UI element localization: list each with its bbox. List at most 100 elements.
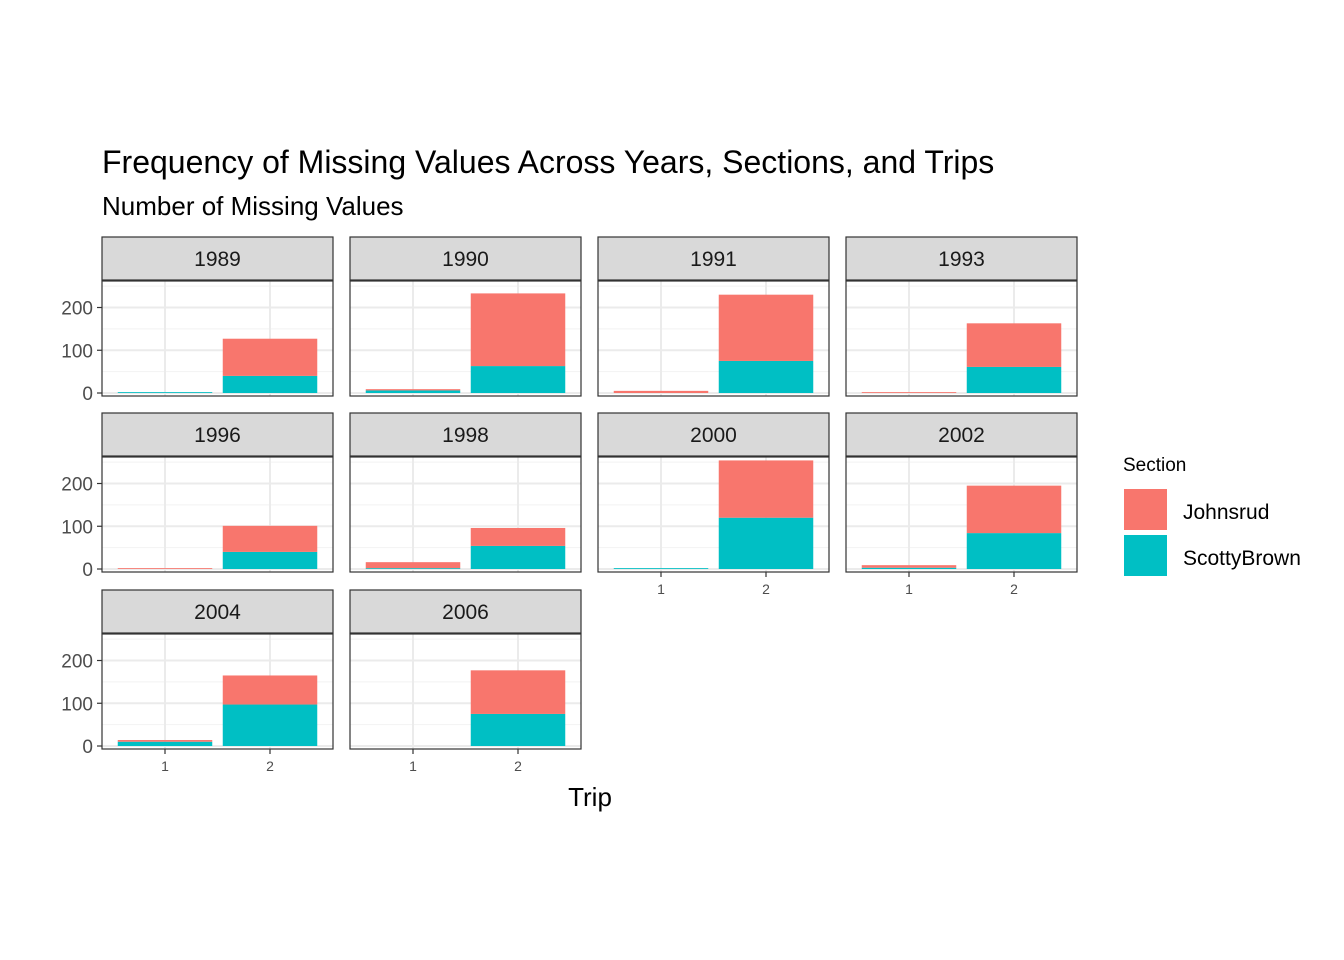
panel-1993: 1993 [845, 236, 1078, 397]
strip-label-2004: 2004 [194, 601, 241, 624]
panel-2000: 2000 1 2 [597, 412, 830, 597]
legend: Section Johnsrud ScottyBrown [1123, 455, 1301, 576]
bar-1993-trip1-johnsrud [861, 392, 957, 394]
y-tick-label: 200 [61, 475, 93, 496]
bar-2004-trip2-scottybrown [222, 704, 318, 747]
bar-1991-trip2-scottybrown [718, 360, 814, 394]
strip-1998 [349, 412, 582, 457]
bar-1989-trip1-scottybrown [117, 392, 213, 394]
bar-2002-trip2-johnsrud [966, 485, 1062, 534]
panel-1998: 1998 [349, 412, 582, 573]
bar-2006-trip2-johnsrud [470, 670, 566, 714]
legend-label-scottybrown: ScottyBrown [1183, 547, 1301, 570]
strip-label-1993: 1993 [938, 248, 985, 271]
panel-border-2004 [101, 633, 334, 750]
legend-title: Section [1123, 455, 1186, 476]
bar-1991-trip1-johnsrud [613, 390, 709, 394]
panel-border-1996 [101, 456, 334, 573]
panel-1990: 1990 [349, 236, 582, 397]
panel-2004: 2004 0 100 200 1 2 [61, 589, 334, 774]
strip-label-1996: 1996 [194, 424, 241, 447]
legend-key-johnsrud [1124, 489, 1167, 530]
bar-1996-trip2-johnsrud [222, 525, 318, 552]
panel-border-2006 [349, 633, 582, 750]
bar-2000-trip2-scottybrown [718, 517, 814, 570]
strip-label-1989: 1989 [194, 248, 241, 271]
x-tick-label: 2 [762, 581, 770, 597]
bar-1998-trip1-johnsrud [365, 562, 461, 569]
x-tick-label: 1 [657, 581, 665, 597]
y-tick-label: 0 [82, 560, 93, 581]
panel-1996: 1996 0 100 200 [61, 412, 334, 581]
strip-1991 [597, 236, 830, 281]
x-tick-label: 1 [161, 758, 169, 774]
x-tick-label: 1 [409, 758, 417, 774]
bar-2002-trip1-scottybrown [861, 567, 957, 570]
strip-1989 [101, 236, 334, 281]
legend-label-johnsrud: Johnsrud [1183, 501, 1269, 524]
y-tick-label: 100 [61, 341, 93, 362]
bar-2002-trip1-johnsrud [861, 565, 957, 568]
bar-2000-trip1-scottybrown [613, 568, 709, 570]
panel-border-2002 [845, 456, 1078, 573]
strip-2000 [597, 412, 830, 457]
x-tick-label: 2 [514, 758, 522, 774]
strip-label-1998: 1998 [442, 424, 489, 447]
strip-1996 [101, 412, 334, 457]
bar-1993-trip2-johnsrud [966, 323, 1062, 367]
panel-border-1998 [349, 456, 582, 573]
panel-border-1991 [597, 280, 830, 397]
strip-2004 [101, 589, 334, 634]
bar-2004-trip1-johnsrud [117, 740, 213, 742]
strip-2006 [349, 589, 582, 634]
bar-1996-trip2-scottybrown [222, 551, 318, 570]
y-tick-label: 100 [61, 517, 93, 538]
panel-border-1993 [845, 280, 1078, 397]
y-tick-label: 100 [61, 694, 93, 715]
strip-label-1991: 1991 [690, 248, 737, 271]
y-tick-label: 0 [82, 384, 93, 405]
panel-border-2000 [597, 456, 830, 573]
strip-label-2002: 2002 [938, 424, 985, 447]
y-tick-label: 200 [61, 299, 93, 320]
strip-1993 [845, 236, 1078, 281]
y-tick-label: 0 [82, 737, 93, 758]
panel-2006: 2006 1 2 [349, 589, 582, 774]
bar-1989-trip2-johnsrud [222, 338, 318, 376]
legend-key-scottybrown [1124, 535, 1167, 576]
strip-1990 [349, 236, 582, 281]
bar-1990-trip1-scottybrown [365, 390, 461, 394]
x-tick-label: 2 [1010, 581, 1018, 597]
chart-subtitle: Number of Missing Values [102, 191, 404, 221]
bar-1991-trip2-johnsrud [718, 294, 814, 361]
x-tick-label: 1 [905, 581, 913, 597]
bar-2002-trip2-scottybrown [966, 533, 1062, 570]
strip-label-2000: 2000 [690, 424, 737, 447]
bar-1996-trip1-johnsrud [117, 568, 213, 570]
x-axis-label: Trip [568, 782, 612, 812]
bar-1998-trip1-scottybrown [365, 568, 461, 570]
bar-1998-trip2-scottybrown [470, 545, 566, 570]
bar-1993-trip2-scottybrown [966, 366, 1062, 394]
bar-1990-trip1-johnsrud [365, 389, 461, 391]
panel-border-1989 [101, 280, 334, 397]
strip-label-2006: 2006 [442, 601, 489, 624]
panel-2002: 2002 1 2 [845, 412, 1078, 597]
bar-2006-trip2-scottybrown [470, 713, 566, 747]
bar-1989-trip2-scottybrown [222, 375, 318, 394]
x-tick-label: 2 [266, 758, 274, 774]
bar-1990-trip2-johnsrud [470, 293, 566, 367]
panel-border-1990 [349, 280, 582, 397]
strip-2002 [845, 412, 1078, 457]
panel-1989: 1989 0 100 200 [61, 236, 334, 405]
y-tick-label: 200 [61, 652, 93, 673]
panel-1991: 1991 [597, 236, 830, 397]
bar-2004-trip1-scottybrown [117, 741, 213, 747]
bar-1990-trip2-scottybrown [470, 366, 566, 394]
strip-label-1990: 1990 [442, 248, 489, 271]
bar-2004-trip2-johnsrud [222, 675, 318, 705]
bar-1998-trip2-johnsrud [470, 527, 566, 546]
bar-2000-trip2-johnsrud [718, 460, 814, 518]
